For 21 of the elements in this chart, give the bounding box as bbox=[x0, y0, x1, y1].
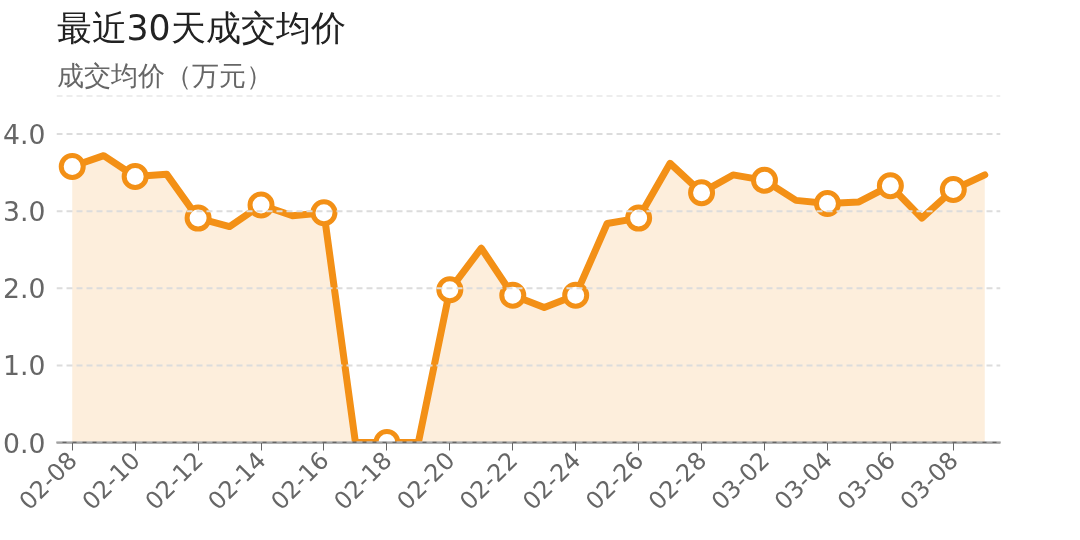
point bbox=[247, 191, 275, 219]
point bbox=[436, 276, 464, 304]
y-tick-label: 3.0 bbox=[3, 196, 46, 228]
y-tick-label: 1.0 bbox=[3, 350, 46, 382]
point bbox=[562, 281, 590, 309]
point bbox=[625, 204, 653, 232]
point bbox=[688, 179, 716, 207]
point bbox=[751, 166, 778, 194]
point bbox=[499, 281, 527, 309]
point bbox=[58, 152, 86, 180]
y-axis-title: 成交均价（万元） bbox=[56, 59, 273, 91]
y-tick-label: 0.0 bbox=[3, 427, 46, 459]
point bbox=[184, 204, 212, 232]
point bbox=[121, 162, 149, 190]
point bbox=[310, 199, 338, 227]
chart-title: 最近30天成交均价 bbox=[56, 7, 346, 48]
point bbox=[939, 176, 967, 204]
y-tick-label: 2.0 bbox=[3, 273, 46, 305]
y-tick-label: 4.0 bbox=[3, 119, 46, 151]
point bbox=[813, 189, 841, 217]
point bbox=[876, 172, 904, 200]
